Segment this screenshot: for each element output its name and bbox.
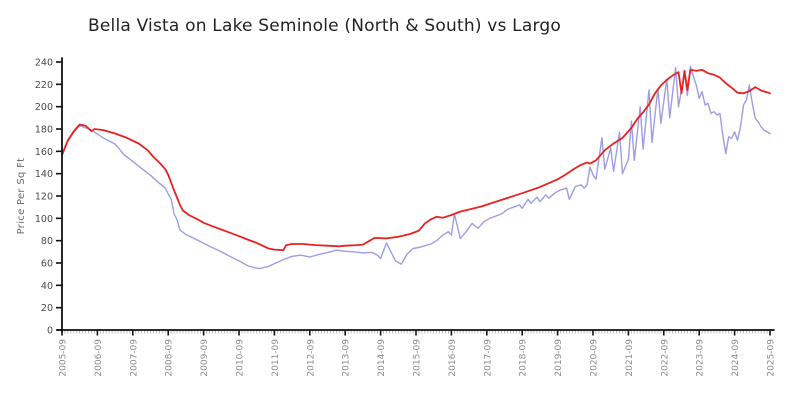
- x-tick-label: 2025-09: [767, 339, 777, 377]
- y-tick-label: 140: [35, 169, 53, 180]
- y-tick-label: 60: [41, 259, 53, 270]
- x-tick-label: 2007-09: [129, 339, 139, 377]
- y-tick-label: 240: [35, 58, 53, 69]
- x-tick-label: 2011-09: [271, 339, 281, 377]
- x-tick-label: 2023-09: [696, 339, 706, 377]
- chart-title: Bella Vista on Lake Seminole (North & So…: [88, 16, 561, 36]
- y-tick-label: 40: [41, 281, 53, 292]
- x-tick-label: 2021-09: [625, 339, 635, 377]
- series-blue-line: [61, 65, 771, 270]
- y-tick-label: 20: [41, 303, 53, 314]
- y-tick-label: 180: [35, 125, 53, 136]
- y-tick-label: 160: [35, 147, 53, 158]
- x-tick-label: 2014-09: [377, 339, 387, 377]
- x-tick-label: 2013-09: [342, 339, 352, 377]
- y-axis-label: Price Per Sq Ft: [16, 158, 27, 235]
- x-tick-label: 2019-09: [554, 339, 564, 377]
- x-tick-label: 2022-09: [660, 339, 670, 377]
- y-tick-label: 200: [35, 102, 53, 113]
- x-tick-label: 2012-09: [306, 339, 316, 377]
- x-tick-label: 2016-09: [448, 339, 458, 377]
- x-tick-label: 2015-09: [413, 339, 423, 377]
- y-tick-label: 120: [35, 192, 53, 203]
- axes-lines: [57, 57, 775, 333]
- x-tick-label: 2017-09: [483, 339, 493, 377]
- axis-tick-labels: 0 20 40 60 80 100 120 140 160 180 200 220 240 2005-09…: [35, 58, 777, 377]
- x-tick-label: 2008-09: [165, 339, 175, 377]
- y-tick-label: 220: [35, 80, 53, 91]
- data-series-lines: [61, 65, 771, 270]
- x-tick-label: 2009-09: [200, 339, 210, 377]
- x-tick-label: 2010-09: [236, 339, 246, 377]
- x-tick-label: 2020-09: [590, 339, 600, 377]
- series-red-line: [61, 68, 771, 252]
- x-tick-label: 2005-09: [59, 339, 69, 377]
- x-tick-label: 2006-09: [94, 339, 104, 377]
- x-tick-label: 2018-09: [519, 339, 529, 377]
- x-tick-label: 2024-09: [731, 339, 741, 377]
- y-tick-label: 100: [35, 214, 53, 225]
- y-tick-label: 0: [47, 326, 53, 337]
- y-tick-label: 80: [41, 236, 53, 247]
